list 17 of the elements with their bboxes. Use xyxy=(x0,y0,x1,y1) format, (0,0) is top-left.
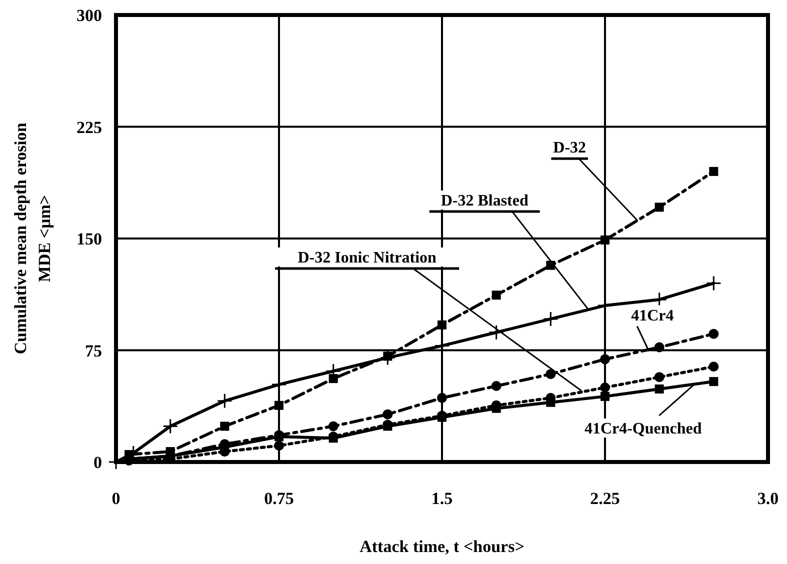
x-axis-title: Attack time, t <hours> xyxy=(360,537,524,556)
x-tick-label: 0 xyxy=(112,489,120,508)
annotation: 41Cr4 xyxy=(631,307,674,324)
annotation: D-32 Ionic Nitration xyxy=(298,249,437,266)
x-tick-label: 1.5 xyxy=(431,489,453,508)
y-tick-label: 0 xyxy=(94,453,102,472)
x-tick-label: 0.75 xyxy=(264,489,294,508)
annotation: D-32 xyxy=(553,140,586,157)
y-tick-label: 225 xyxy=(76,118,102,137)
y-tick-label: 75 xyxy=(85,341,102,360)
annotation: 41Cr4-Quenched xyxy=(584,420,702,438)
y-axis-title: Cumulative mean depth erosion MDE <µm> xyxy=(11,122,54,354)
x-tick-label: 3.0 xyxy=(757,489,779,508)
y-tick-label: 300 xyxy=(76,6,102,25)
annotation: D-32 Blasted xyxy=(440,192,528,210)
y-tick-label: 150 xyxy=(76,230,102,248)
x-tick-label: 2.25 xyxy=(590,489,620,508)
